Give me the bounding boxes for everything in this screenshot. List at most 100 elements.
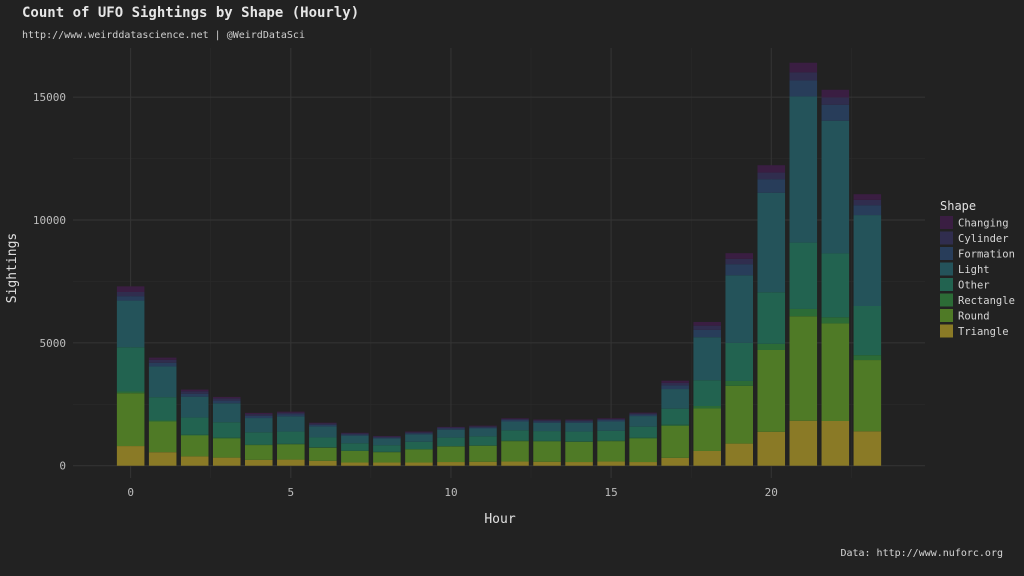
bar-segment xyxy=(245,412,273,415)
bar-segment xyxy=(469,427,497,429)
legend: Changing Cylinder Formation Light Other Recta… xyxy=(940,216,1015,338)
bar-segment xyxy=(245,445,273,460)
bar-segment xyxy=(565,431,593,442)
bar-segment xyxy=(565,462,593,466)
legend-swatch xyxy=(940,216,953,229)
bar-segment xyxy=(597,441,625,462)
bar-segment xyxy=(693,329,721,338)
chart-caption: Data: http://www.nuforc.org xyxy=(840,548,1003,559)
x-tick-label: 5 xyxy=(287,486,294,499)
bar-segment xyxy=(437,428,465,430)
x-tick-label: 20 xyxy=(765,486,778,499)
x-tick-label: 0 xyxy=(127,486,134,499)
bar-segment xyxy=(309,460,337,466)
bar-segment xyxy=(180,396,209,418)
bar-segment xyxy=(533,431,561,441)
bar-segment xyxy=(725,380,753,386)
bar-segment xyxy=(341,433,369,435)
bar-segment xyxy=(341,450,369,463)
bar-segment xyxy=(405,433,433,435)
bar-segment xyxy=(245,459,273,466)
bar-segment xyxy=(309,447,337,461)
bar-segment xyxy=(853,360,882,432)
legend-swatch xyxy=(940,278,953,291)
bar-segment xyxy=(277,459,305,466)
bar-segment xyxy=(116,347,145,392)
bar-segment xyxy=(789,316,818,421)
bar-segment xyxy=(148,452,177,466)
bar-segment xyxy=(373,435,401,437)
bar-segment xyxy=(212,422,241,438)
bar-segment xyxy=(629,413,657,415)
bar-segment xyxy=(405,432,433,434)
plot-area: 0 5 10 15 20 0 5000 10000 15000 xyxy=(33,48,925,499)
legend-label: Round xyxy=(958,311,990,323)
legend-swatch xyxy=(940,231,953,245)
bar-segment xyxy=(757,165,786,173)
bar-segment xyxy=(661,457,689,466)
bar-segment xyxy=(757,343,786,350)
bar-segment xyxy=(405,449,433,463)
legend-label: Changing xyxy=(958,218,1009,230)
bar-segment xyxy=(212,457,241,466)
bar-segment xyxy=(821,253,850,318)
bar-segment xyxy=(309,426,337,438)
bar-segment xyxy=(853,205,882,216)
bar-segment xyxy=(501,421,529,431)
bar-segment xyxy=(661,408,689,425)
bar-segment xyxy=(341,462,369,466)
bar-segment xyxy=(469,425,497,427)
bar-segment xyxy=(501,420,529,422)
bar-segment xyxy=(245,432,273,445)
bar-segment xyxy=(821,120,850,254)
bar-segment xyxy=(693,408,721,451)
bar-segment xyxy=(629,412,657,414)
bar-segment xyxy=(373,436,401,438)
bar-segment xyxy=(789,242,818,309)
legend-swatch xyxy=(940,293,953,307)
bar-segment xyxy=(661,380,689,383)
bar-segment xyxy=(180,393,209,397)
bar-segment xyxy=(597,418,625,420)
y-axis-title: Sightings xyxy=(5,233,20,303)
bar-segment xyxy=(533,421,561,423)
bar-segment xyxy=(148,357,177,360)
bar-segment xyxy=(212,403,241,423)
bar-segment xyxy=(693,450,721,466)
legend-label: Rectangle xyxy=(958,295,1015,307)
bar-segment xyxy=(148,397,177,421)
bar-segment xyxy=(853,199,882,206)
bar-segment xyxy=(469,426,497,428)
bar-segment xyxy=(437,426,465,428)
bar-segment xyxy=(277,444,305,460)
bar-segment xyxy=(725,253,753,259)
bar-segment xyxy=(789,96,818,243)
bar-segment xyxy=(597,420,625,422)
bar-segment xyxy=(565,441,593,463)
bar-segment xyxy=(853,306,882,356)
bar-segment xyxy=(116,391,145,394)
bar-segment xyxy=(212,400,241,404)
bar-segment xyxy=(629,462,657,466)
bar-segment xyxy=(693,321,721,326)
bar-segment xyxy=(853,194,882,200)
bar-segment xyxy=(789,72,818,81)
bar-segment xyxy=(821,104,850,121)
bar-segment xyxy=(212,437,241,439)
bar-segment xyxy=(116,286,145,292)
bar-segment xyxy=(565,420,593,422)
bar-segment xyxy=(469,436,497,446)
bar-segment xyxy=(437,437,465,447)
bar-segment xyxy=(148,359,177,363)
bar-segment xyxy=(373,462,401,466)
bar-segment xyxy=(180,391,209,394)
bar-segment xyxy=(821,89,850,98)
bar-segment xyxy=(661,424,689,426)
bar-segment xyxy=(116,291,145,297)
bar-segment xyxy=(725,258,753,265)
bar-segment xyxy=(405,441,433,450)
bar-segment xyxy=(405,431,433,433)
bar-segment xyxy=(501,418,529,420)
bar-segment xyxy=(341,434,369,436)
